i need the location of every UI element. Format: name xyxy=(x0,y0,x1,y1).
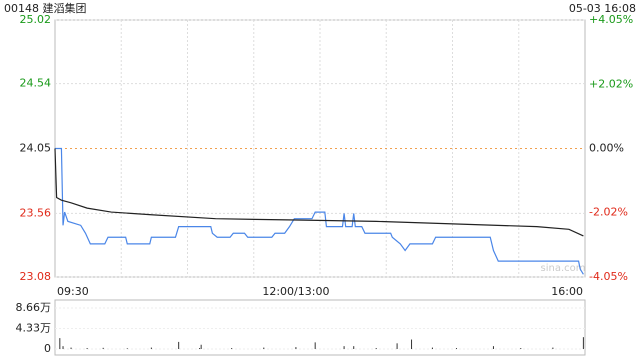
volume-bar xyxy=(295,347,297,349)
volume-bar xyxy=(396,343,398,349)
timestamp: 05-03 16:08 xyxy=(569,2,636,15)
volume-bar xyxy=(86,348,88,349)
y2-tick-label: -4.05% xyxy=(589,270,628,283)
volume-bar xyxy=(431,347,433,349)
x-tick-label: 12:00/13:00 xyxy=(262,285,329,298)
volume-bar xyxy=(353,346,355,349)
y-tick-label: 25.02 xyxy=(20,13,52,26)
volume-bar xyxy=(102,347,104,349)
x-tick-label: 09:30 xyxy=(57,285,89,298)
y2-tick-label: +2.02% xyxy=(589,77,633,90)
volume-bar xyxy=(263,347,265,349)
volume-bar xyxy=(70,347,72,349)
volume-bar xyxy=(552,347,554,349)
y2-tick-label: 0.00% xyxy=(589,142,624,155)
x-tick-label: 16:00 xyxy=(551,285,583,298)
y-tick-label: 24.05 xyxy=(20,142,52,155)
volume-tick-label: 8.66万 xyxy=(16,301,52,314)
volume-bar xyxy=(126,348,128,349)
volume-bar xyxy=(375,348,377,349)
volume-bar xyxy=(582,337,584,349)
volume-bar xyxy=(199,348,201,349)
y-tick-label: 23.08 xyxy=(20,270,52,283)
volume-frame xyxy=(54,299,586,356)
volume-bar xyxy=(62,346,64,349)
volume-tick-label: 4.33万 xyxy=(16,322,52,335)
watermark: sina.com xyxy=(541,263,586,274)
y-tick-label: 24.54 xyxy=(20,77,52,90)
volume-bar xyxy=(150,347,152,349)
volume-bar xyxy=(456,348,458,349)
volume-bar xyxy=(178,341,180,349)
y2-tick-label: +4.05% xyxy=(589,13,633,26)
volume-bar xyxy=(231,348,233,349)
volume-tick-label: 0 xyxy=(44,342,51,355)
price-line xyxy=(55,147,584,275)
volume-bar xyxy=(59,338,61,349)
volume-bar xyxy=(411,339,413,349)
volume-bar xyxy=(492,346,494,349)
stock-title: 00148 建滔集团 xyxy=(4,1,87,15)
volume-bar xyxy=(314,342,316,349)
volume-bar xyxy=(520,348,522,349)
volume-bar xyxy=(343,346,345,349)
y2-tick-label: -2.02% xyxy=(589,206,628,219)
y-tick-label: 23.56 xyxy=(20,206,52,219)
price-line xyxy=(54,148,584,237)
volume-bar xyxy=(200,344,202,349)
